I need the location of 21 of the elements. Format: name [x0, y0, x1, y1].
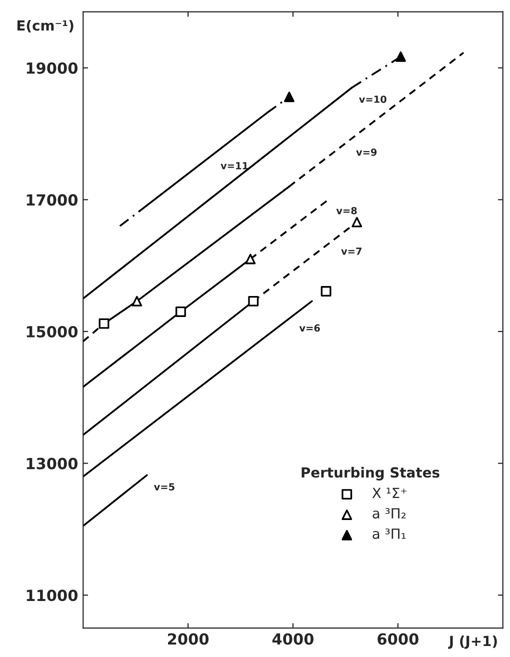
annotation: v=9 — [356, 148, 377, 156]
y-tick-label: 19000 — [26, 62, 78, 74]
legend-label: a ³Π₁ — [372, 528, 406, 539]
annotation: v=6 — [299, 324, 320, 332]
legend-title: Perturbing States — [302, 466, 440, 480]
x-tick-label: 4000 — [272, 633, 314, 645]
x-tick-label: 6000 — [378, 633, 418, 645]
annotation: v=5 — [154, 483, 174, 490]
y-axis-title: E(cm⁻¹) — [17, 20, 74, 32]
legend-label: X ¹Σ⁺ — [372, 488, 407, 498]
x-axis-title: J (J+1) — [448, 636, 497, 649]
annotation: v=11 — [220, 162, 248, 170]
y-tick-label: 11000 — [26, 590, 78, 602]
annotation: v=8 — [336, 206, 357, 214]
annotation: v=7 — [341, 248, 362, 255]
y-tick-label: 13000 — [26, 458, 78, 470]
legend-label: a ³Π₂ — [372, 508, 406, 519]
y-tick-label: 17000 — [26, 194, 78, 206]
annotation: v=10 — [359, 96, 386, 103]
y-tick-label: 15000 — [26, 326, 78, 338]
x-tick-label: 2000 — [168, 633, 209, 645]
